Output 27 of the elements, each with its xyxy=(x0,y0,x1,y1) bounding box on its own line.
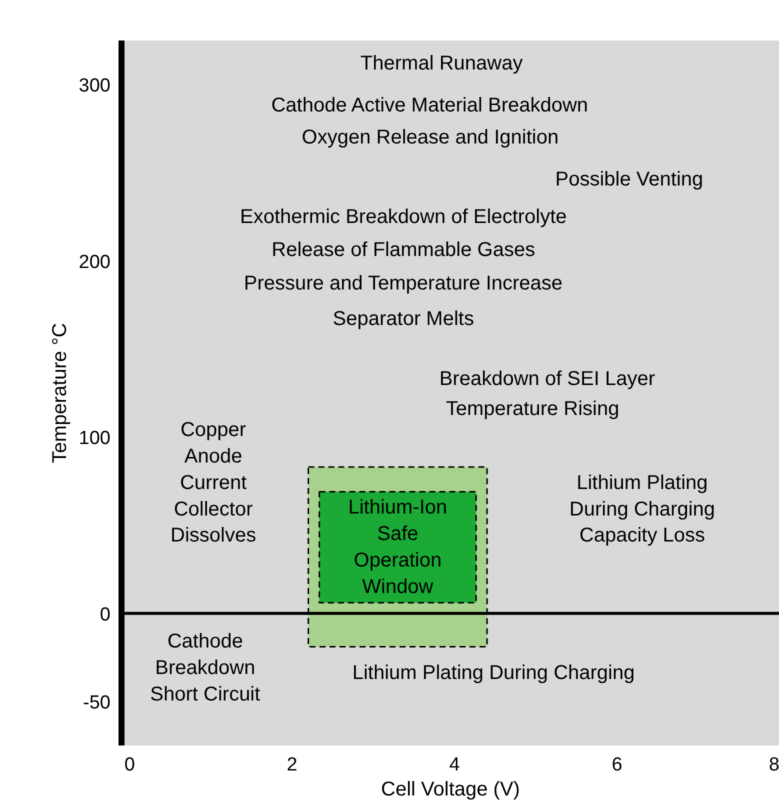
x-tick-label: 0 xyxy=(124,754,135,776)
y-axis-title: Temperature °C xyxy=(48,322,71,464)
annotation: Thermal Runaway xyxy=(360,52,523,74)
annotation: Separator Melts xyxy=(332,308,474,330)
annotation: Oxygen Release and Ignition xyxy=(302,126,559,148)
annotation: Copper Anode Current Collector Dissolves xyxy=(170,419,256,547)
y-tick-label: 200 xyxy=(78,252,110,273)
x-axis-title: Cell Voltage (V) xyxy=(381,778,520,800)
x-tick-label: 8 xyxy=(768,754,779,776)
annotation: Possible Venting xyxy=(555,168,704,191)
annotation: Exothermic Breakdown of Electrolyte xyxy=(240,206,567,228)
annotation: Temperature Rising xyxy=(446,398,620,420)
annotation: Lithium Plating During Charging Capacity Loss xyxy=(569,472,716,547)
annotation: Cathode Active Material Breakdown xyxy=(271,94,588,117)
y-tick-label: 0 xyxy=(100,604,111,626)
annotation: Lithium Plating During Charging xyxy=(352,662,635,684)
x-tick-label: 2 xyxy=(286,754,298,776)
x-tick-label: 6 xyxy=(612,754,622,776)
annotation: Lithium-Ion Safe Operation Window xyxy=(348,496,448,598)
x-tick-label: 4 xyxy=(449,754,460,776)
y-tick-label: 300 xyxy=(78,76,110,97)
annotation: Release of Flammable Gases xyxy=(272,239,536,262)
annotation: Pressure and Temperature Increase xyxy=(244,272,563,295)
y-tick-label: 100 xyxy=(78,428,110,450)
annotation: Breakdown of SEI Layer xyxy=(439,368,656,390)
y-tick-label: -50 xyxy=(83,692,111,714)
annotation: Cathode Breakdown Short Circuit xyxy=(150,630,261,706)
